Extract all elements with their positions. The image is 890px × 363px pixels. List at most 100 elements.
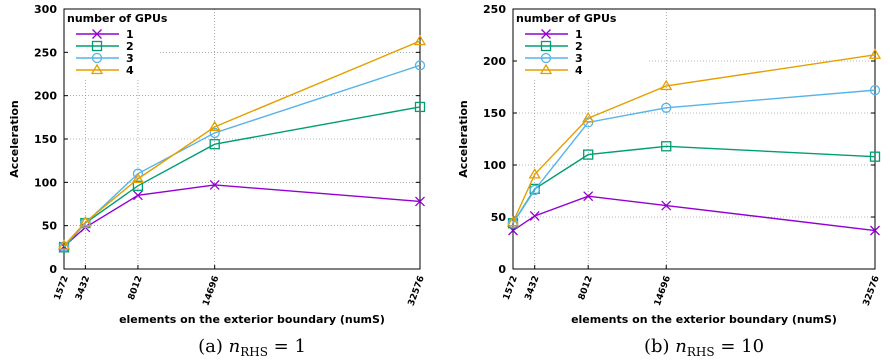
legend-title: number of GPUs bbox=[516, 12, 617, 25]
caption-var: n bbox=[229, 336, 241, 357]
data-point bbox=[661, 200, 672, 211]
legend-label: 3 bbox=[575, 52, 583, 65]
x-tick-label: 1572 bbox=[502, 275, 520, 302]
data-point bbox=[132, 180, 144, 191]
legend-marker bbox=[91, 52, 103, 64]
x-tick-label: 32576 bbox=[862, 275, 882, 308]
series-2 bbox=[58, 101, 426, 253]
series-line bbox=[512, 89, 876, 224]
series-line bbox=[63, 106, 421, 248]
data-point bbox=[506, 215, 520, 227]
y-tick-label: 50 bbox=[491, 211, 507, 224]
y-tick-label: 50 bbox=[42, 220, 58, 233]
data-point bbox=[79, 215, 92, 227]
y-tick-label: 100 bbox=[483, 159, 506, 172]
data-point bbox=[870, 225, 880, 236]
series-line bbox=[512, 54, 876, 223]
legend-marker bbox=[91, 40, 103, 52]
y-axis-label: Acceleration bbox=[8, 100, 21, 178]
legend-marker bbox=[539, 63, 553, 75]
data-point bbox=[661, 141, 672, 152]
x-tick-label: 8012 bbox=[577, 275, 595, 302]
y-tick-label: 200 bbox=[34, 90, 57, 103]
caption-sub: RHS bbox=[687, 345, 715, 359]
data-point bbox=[869, 84, 881, 96]
data-point bbox=[209, 179, 220, 190]
caption-sub: RHS bbox=[240, 345, 268, 359]
legend-label: 2 bbox=[126, 40, 134, 53]
plot-frame bbox=[512, 8, 876, 270]
x-axis-label: elements on the exterior boundary (numS) bbox=[119, 313, 385, 326]
series-4 bbox=[57, 34, 427, 250]
legend-label: 4 bbox=[575, 64, 583, 77]
data-point bbox=[414, 101, 426, 113]
data-point bbox=[528, 168, 541, 179]
data-point bbox=[661, 102, 672, 113]
series-line bbox=[512, 145, 876, 224]
data-point bbox=[868, 48, 882, 59]
y-axis-label: Acceleration bbox=[457, 100, 470, 178]
x-tick-label: 14696 bbox=[201, 275, 221, 308]
legend-label: 1 bbox=[126, 28, 134, 41]
series-line bbox=[63, 64, 421, 247]
data-point bbox=[415, 196, 425, 207]
grid bbox=[513, 9, 875, 269]
legend-marker bbox=[540, 52, 552, 64]
series-line bbox=[63, 40, 421, 247]
data-point bbox=[131, 172, 145, 184]
data-point bbox=[869, 151, 881, 162]
series-1 bbox=[59, 179, 425, 252]
y-tick-label: 250 bbox=[483, 3, 506, 16]
data-point bbox=[57, 239, 71, 250]
data-point bbox=[529, 184, 540, 196]
caption: (b) nRHS = 10 bbox=[644, 336, 764, 359]
y-tick-label: 150 bbox=[483, 107, 506, 120]
y-tick-label: 0 bbox=[498, 263, 506, 276]
x-tick-label: 3432 bbox=[524, 275, 542, 302]
legend-label: 3 bbox=[126, 52, 134, 65]
legend-marker bbox=[540, 40, 552, 52]
caption-prefix: (b) bbox=[644, 336, 675, 357]
caption-suffix: = 10 bbox=[715, 336, 764, 357]
data-point bbox=[583, 191, 594, 202]
data-point bbox=[529, 211, 540, 221]
legend-marker bbox=[92, 29, 102, 39]
legend-label: 2 bbox=[575, 40, 583, 53]
series-3 bbox=[507, 84, 881, 229]
legend-marker bbox=[541, 29, 551, 39]
series-4 bbox=[506, 48, 882, 227]
caption-var: n bbox=[675, 336, 687, 357]
data-point bbox=[413, 34, 427, 46]
caption-prefix: (a) bbox=[198, 336, 229, 357]
x-tick-label: 1572 bbox=[53, 275, 71, 302]
data-point bbox=[208, 120, 221, 132]
series-line bbox=[512, 195, 876, 232]
y-tick-label: 250 bbox=[34, 46, 57, 59]
data-point bbox=[58, 241, 70, 252]
series-line bbox=[63, 184, 421, 247]
caption: (a) nRHS = 1 bbox=[198, 336, 306, 359]
y-tick-label: 0 bbox=[49, 263, 57, 276]
data-point bbox=[507, 218, 519, 229]
data-point bbox=[660, 79, 673, 91]
legend-label: 4 bbox=[126, 64, 134, 77]
x-tick-label: 8012 bbox=[127, 275, 145, 302]
y-tick-label: 100 bbox=[34, 176, 57, 189]
caption-suffix: = 1 bbox=[268, 336, 306, 357]
x-tick-label: 32576 bbox=[407, 275, 427, 308]
x-axis-label: elements on the exterior boundary (numS) bbox=[571, 313, 837, 326]
x-tick-label: 3432 bbox=[74, 275, 92, 302]
chart-a: 0 50 100 150 200 250 300 1572 3432 8012 14696 32576… bbox=[8, 3, 427, 359]
data-point bbox=[414, 60, 426, 71]
series-1 bbox=[508, 191, 880, 236]
data-point bbox=[582, 111, 595, 123]
y-tick-label: 200 bbox=[483, 55, 506, 68]
series-3 bbox=[58, 60, 426, 252]
y-tick-label: 300 bbox=[34, 3, 57, 16]
data-point bbox=[132, 190, 143, 201]
legend-label: 1 bbox=[575, 28, 583, 41]
data-point bbox=[209, 127, 220, 139]
chart-b: 0 50 100 150 200 250 1572 3432 8012 14696 32576 Acc… bbox=[457, 3, 882, 359]
data-point bbox=[583, 149, 594, 160]
